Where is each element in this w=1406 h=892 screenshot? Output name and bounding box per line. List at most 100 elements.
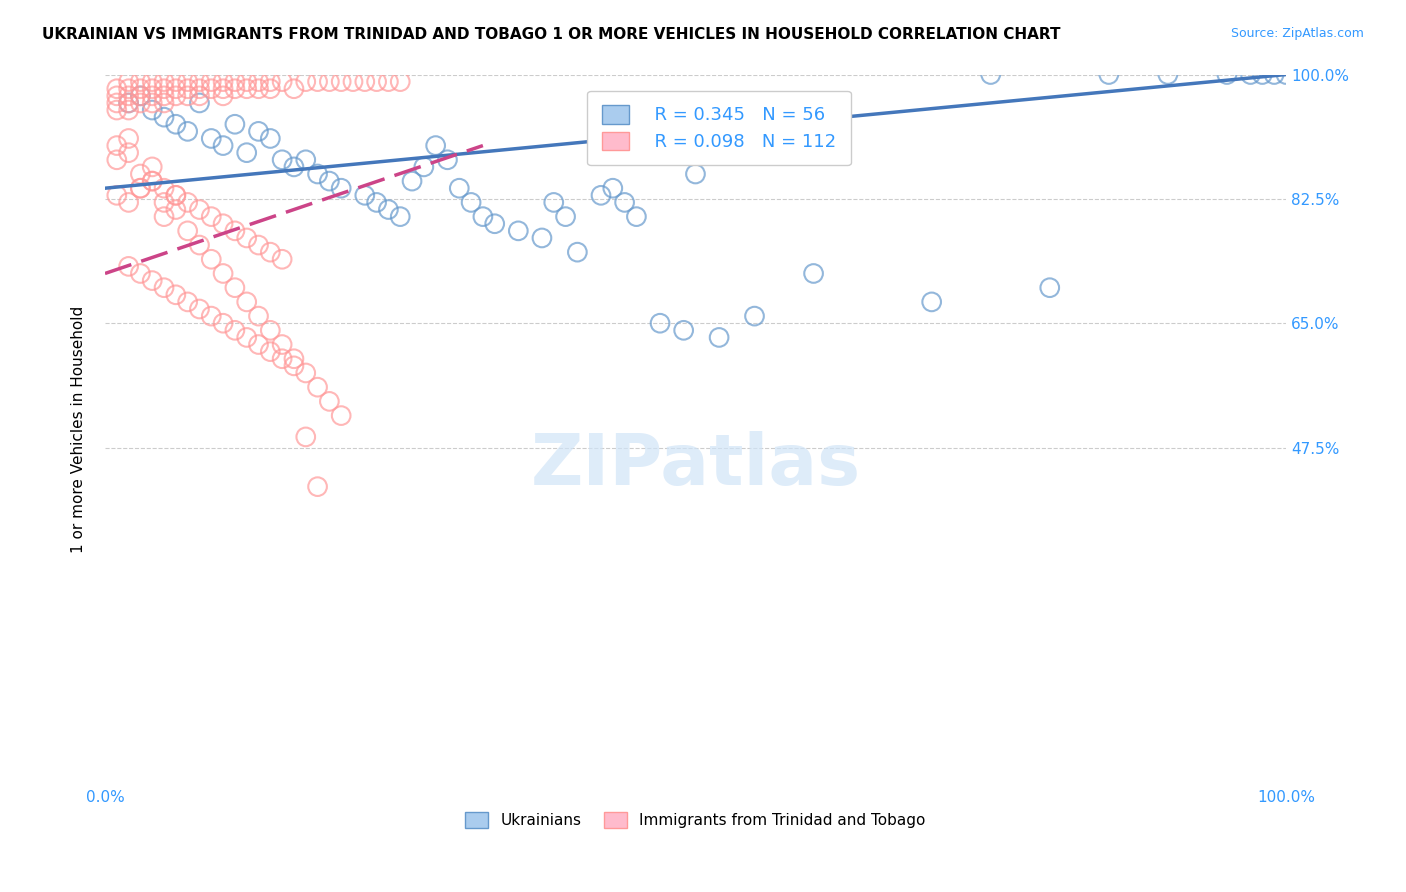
Point	[508, 224, 530, 238]
Point	[212, 75, 235, 89]
Point	[259, 323, 281, 337]
Point	[554, 210, 576, 224]
Point	[105, 81, 128, 95]
Point	[425, 138, 447, 153]
Point	[105, 188, 128, 202]
Point	[353, 75, 375, 89]
Point	[212, 88, 235, 103]
Point	[436, 153, 458, 167]
Point	[543, 195, 565, 210]
Point	[224, 224, 246, 238]
Point	[129, 267, 152, 281]
Point	[460, 195, 482, 210]
Point	[484, 217, 506, 231]
Point	[235, 330, 257, 344]
Point	[247, 75, 270, 89]
Point	[247, 124, 270, 138]
Point	[377, 202, 399, 217]
Point	[117, 95, 139, 110]
Point	[283, 160, 305, 174]
Point	[212, 217, 235, 231]
Point	[165, 88, 187, 103]
Point	[259, 131, 281, 145]
Point	[342, 75, 364, 89]
Point	[744, 309, 766, 323]
Point	[153, 110, 176, 124]
Point	[176, 124, 198, 138]
Point	[235, 75, 257, 89]
Point	[224, 117, 246, 131]
Point	[1098, 68, 1121, 82]
Point	[141, 95, 163, 110]
Point	[449, 181, 471, 195]
Point	[129, 88, 152, 103]
Point	[224, 281, 246, 295]
Point	[105, 95, 128, 110]
Point	[1157, 68, 1180, 82]
Point	[389, 75, 412, 89]
Point	[980, 68, 1002, 82]
Point	[129, 81, 152, 95]
Point	[200, 81, 222, 95]
Point	[271, 153, 294, 167]
Point	[377, 75, 399, 89]
Point	[626, 210, 648, 224]
Point	[200, 75, 222, 89]
Point	[188, 301, 211, 316]
Point	[153, 81, 176, 95]
Point	[294, 75, 316, 89]
Point	[247, 337, 270, 351]
Point	[247, 238, 270, 252]
Point	[141, 274, 163, 288]
Point	[188, 81, 211, 95]
Point	[1275, 68, 1298, 82]
Point	[129, 88, 152, 103]
Point	[283, 81, 305, 95]
Point	[271, 252, 294, 267]
Point	[530, 231, 553, 245]
Text: ZIPatlas: ZIPatlas	[530, 431, 860, 500]
Point	[235, 81, 257, 95]
Point	[176, 294, 198, 309]
Point	[412, 160, 434, 174]
Point	[212, 81, 235, 95]
Point	[153, 181, 176, 195]
Point	[648, 316, 671, 330]
Point	[921, 294, 943, 309]
Point	[141, 160, 163, 174]
Point	[165, 188, 187, 202]
Point	[117, 103, 139, 117]
Point	[224, 323, 246, 337]
Point	[259, 81, 281, 95]
Point	[366, 195, 388, 210]
Point	[117, 75, 139, 89]
Point	[613, 195, 636, 210]
Point	[200, 309, 222, 323]
Point	[188, 202, 211, 217]
Point	[153, 75, 176, 89]
Point	[165, 81, 187, 95]
Point	[589, 188, 612, 202]
Point	[235, 145, 257, 160]
Point	[176, 88, 198, 103]
Point	[129, 75, 152, 89]
Point	[153, 95, 176, 110]
Point	[685, 167, 707, 181]
Point	[283, 351, 305, 366]
Point	[803, 267, 825, 281]
Point	[188, 238, 211, 252]
Point	[307, 380, 329, 394]
Point	[176, 195, 198, 210]
Point	[188, 95, 211, 110]
Point	[212, 267, 235, 281]
Point	[271, 351, 294, 366]
Point	[235, 231, 257, 245]
Point	[153, 88, 176, 103]
Point	[224, 75, 246, 89]
Point	[307, 75, 329, 89]
Point	[200, 210, 222, 224]
Point	[259, 245, 281, 260]
Point	[707, 330, 730, 344]
Point	[176, 75, 198, 89]
Point	[165, 287, 187, 301]
